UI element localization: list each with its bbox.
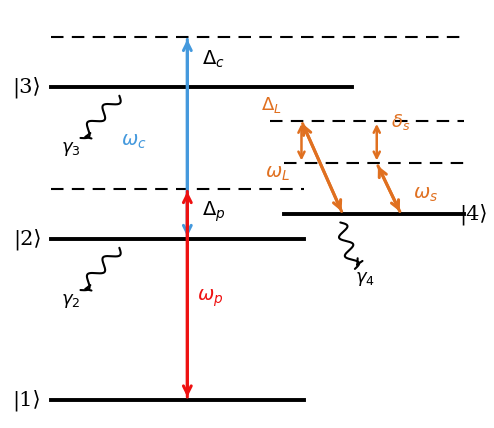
Text: $\gamma_3$: $\gamma_3$ (61, 140, 81, 158)
Text: $\omega_p$: $\omega_p$ (197, 288, 223, 309)
Text: $\Delta_c$: $\Delta_c$ (202, 49, 225, 71)
Text: |1⟩: |1⟩ (13, 389, 41, 410)
Text: $\Delta_p$: $\Delta_p$ (202, 199, 225, 224)
Text: $\omega_c$: $\omega_c$ (121, 133, 147, 152)
Text: $\gamma_4$: $\gamma_4$ (355, 270, 374, 288)
Text: $\Delta_L$: $\Delta_L$ (261, 95, 282, 115)
Text: $\gamma_2$: $\gamma_2$ (61, 291, 81, 309)
Text: $\omega_L$: $\omega_L$ (265, 165, 290, 183)
Text: |2⟩: |2⟩ (13, 229, 41, 250)
Text: |3⟩: |3⟩ (13, 77, 41, 98)
Text: $\omega_s$: $\omega_s$ (413, 186, 438, 204)
Text: $\delta_s$: $\delta_s$ (391, 112, 411, 132)
Text: |4⟩: |4⟩ (459, 203, 488, 225)
